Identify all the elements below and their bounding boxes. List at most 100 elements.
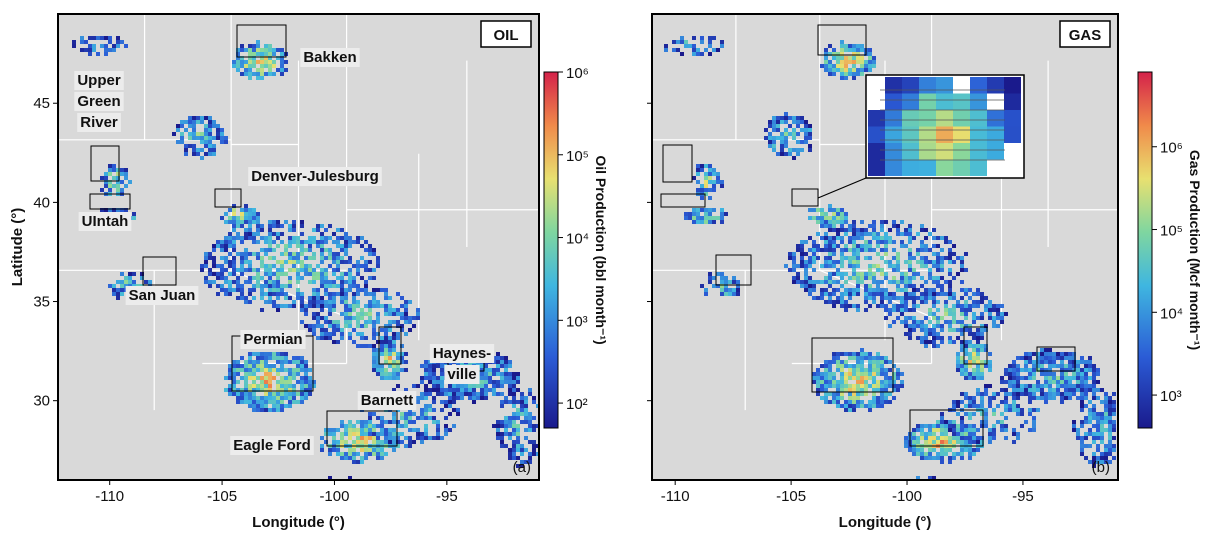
cell bbox=[408, 300, 412, 304]
cell bbox=[780, 136, 784, 140]
cell bbox=[876, 292, 880, 296]
cell bbox=[192, 136, 196, 140]
cell bbox=[948, 252, 952, 256]
cell bbox=[340, 296, 344, 300]
cell bbox=[212, 124, 216, 128]
cell bbox=[276, 304, 280, 308]
cell bbox=[768, 124, 772, 128]
cell bbox=[268, 60, 272, 64]
cell bbox=[432, 436, 436, 440]
cell bbox=[828, 264, 832, 268]
cell bbox=[440, 372, 444, 376]
cell bbox=[908, 296, 912, 300]
cell bbox=[348, 272, 352, 276]
cell bbox=[512, 412, 516, 416]
cell bbox=[932, 292, 936, 296]
cell bbox=[724, 292, 728, 296]
region-label: Haynes- bbox=[433, 345, 491, 362]
cell bbox=[368, 448, 372, 452]
cell bbox=[524, 460, 528, 464]
cell bbox=[848, 260, 852, 264]
cell bbox=[864, 244, 868, 248]
colorbar-tick-label: 10³ bbox=[566, 313, 588, 330]
cell bbox=[992, 308, 996, 312]
cell bbox=[280, 380, 284, 384]
cell bbox=[484, 364, 488, 368]
cell bbox=[276, 220, 280, 224]
cell bbox=[256, 68, 260, 72]
cell bbox=[824, 52, 828, 56]
cell bbox=[808, 280, 812, 284]
cell bbox=[832, 220, 836, 224]
cell bbox=[944, 280, 948, 284]
cell bbox=[336, 268, 340, 272]
cell bbox=[828, 72, 832, 76]
cell bbox=[808, 124, 812, 128]
cell bbox=[280, 352, 284, 356]
cell bbox=[220, 264, 224, 268]
cell bbox=[456, 392, 460, 396]
cell bbox=[928, 268, 932, 272]
cell bbox=[912, 276, 916, 280]
cell bbox=[816, 248, 820, 252]
cell bbox=[384, 360, 388, 364]
cell bbox=[828, 228, 832, 232]
cell bbox=[788, 124, 792, 128]
cell bbox=[912, 308, 916, 312]
cell bbox=[108, 284, 112, 288]
cell bbox=[844, 68, 848, 72]
cell bbox=[276, 380, 280, 384]
cell bbox=[404, 444, 408, 448]
cell bbox=[332, 340, 336, 344]
cell bbox=[368, 308, 372, 312]
cell bbox=[724, 280, 728, 284]
cell bbox=[328, 224, 332, 228]
cell bbox=[308, 236, 312, 240]
cell bbox=[304, 312, 308, 316]
cell bbox=[264, 352, 268, 356]
cell bbox=[336, 244, 340, 248]
cell bbox=[420, 440, 424, 444]
cell bbox=[488, 380, 492, 384]
cell bbox=[900, 220, 904, 224]
cell bbox=[352, 292, 356, 296]
cell bbox=[988, 312, 992, 316]
cell bbox=[712, 184, 716, 188]
cell bbox=[872, 276, 876, 280]
cell bbox=[516, 380, 520, 384]
cell bbox=[348, 284, 352, 288]
cell bbox=[360, 276, 364, 280]
cell bbox=[252, 408, 256, 412]
cell bbox=[80, 40, 84, 44]
cell bbox=[696, 212, 700, 216]
cell bbox=[964, 328, 968, 332]
cell bbox=[968, 304, 972, 308]
cell bbox=[996, 312, 1000, 316]
cell bbox=[872, 56, 876, 60]
cell bbox=[928, 288, 932, 292]
cell bbox=[460, 384, 464, 388]
cell bbox=[464, 384, 468, 388]
cell bbox=[936, 280, 940, 284]
cell bbox=[364, 312, 368, 316]
cell bbox=[924, 332, 928, 336]
cell bbox=[828, 216, 832, 220]
cell bbox=[904, 228, 908, 232]
cell bbox=[240, 56, 244, 60]
cell bbox=[412, 420, 416, 424]
cell bbox=[308, 376, 312, 380]
cell bbox=[964, 340, 968, 344]
cell bbox=[248, 376, 252, 380]
cell bbox=[112, 164, 116, 168]
cell bbox=[440, 368, 444, 372]
cell bbox=[376, 364, 380, 368]
cell bbox=[328, 336, 332, 340]
cell bbox=[288, 224, 292, 228]
cell bbox=[252, 268, 256, 272]
cell bbox=[296, 280, 300, 284]
cell bbox=[484, 392, 488, 396]
cell bbox=[348, 456, 352, 460]
cell bbox=[340, 280, 344, 284]
cell bbox=[900, 320, 904, 324]
cell bbox=[516, 400, 520, 404]
